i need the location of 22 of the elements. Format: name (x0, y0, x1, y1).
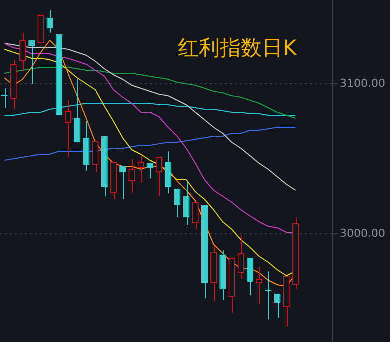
candlestick (128, 158, 136, 194)
candlestick (265, 271, 272, 320)
candlestick (28, 40, 36, 84)
y-tick-label: 3000.00 (340, 226, 386, 240)
candlestick (246, 258, 254, 296)
candlestick (74, 79, 81, 143)
candlestick (165, 151, 172, 194)
candlestick (19, 32, 26, 71)
y-tick-label: 3100.00 (340, 76, 386, 90)
candlestick (256, 266, 263, 305)
candlestick (192, 202, 199, 230)
candlestick (238, 235, 244, 280)
candlestick (146, 163, 154, 179)
candlestick (1, 88, 8, 108)
candlestick (183, 181, 190, 226)
text: 红利指数日K (178, 35, 297, 62)
candlestick (120, 166, 126, 200)
candlestick (92, 140, 99, 173)
candlestick (64, 100, 72, 158)
candlestick (156, 157, 162, 197)
candlestick (138, 156, 144, 184)
candlestick (174, 188, 181, 218)
